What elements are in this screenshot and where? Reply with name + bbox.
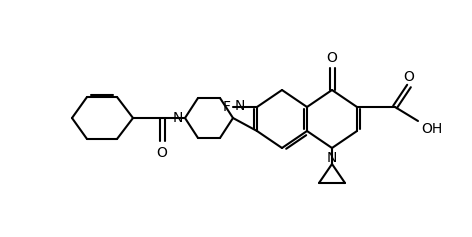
Text: O: O <box>157 146 168 160</box>
Text: O: O <box>327 51 337 65</box>
Text: F: F <box>223 100 231 114</box>
Text: N: N <box>235 99 245 113</box>
Text: OH: OH <box>421 122 442 136</box>
Text: N: N <box>173 111 183 125</box>
Text: O: O <box>404 70 414 84</box>
Text: N: N <box>327 151 337 165</box>
